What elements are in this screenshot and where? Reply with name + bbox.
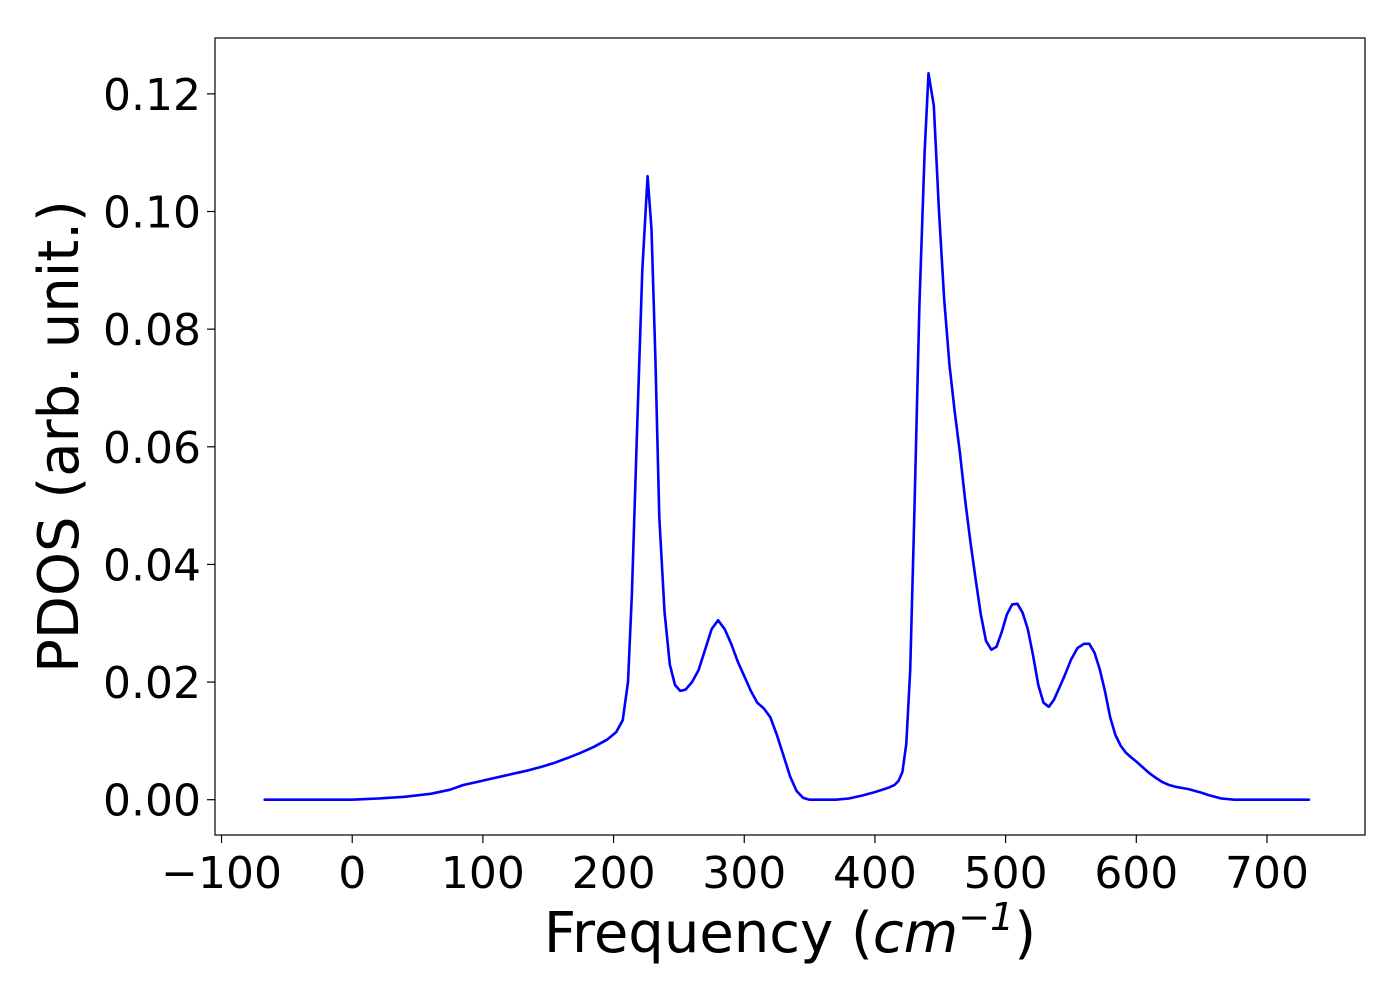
x-axis-label-prefix: Frequency ( <box>544 901 873 966</box>
y-tick-label: 0.06 <box>103 423 201 474</box>
x-axis-label-variable: cm <box>873 901 958 966</box>
y-tick-label: 0.10 <box>103 188 201 239</box>
y-tick-label: 0.02 <box>103 658 201 709</box>
x-tick-label: −100 <box>161 848 282 899</box>
y-tick-label: 0.04 <box>103 540 201 591</box>
x-tick-label: 0 <box>338 848 366 899</box>
x-tick-label: 700 <box>1225 848 1309 899</box>
y-axis-ticks: 0.00 0.02 0.04 0.06 0.08 0.10 0.12 <box>103 70 215 827</box>
x-axis-label: Frequency (cm−1) <box>544 895 1036 966</box>
y-tick-label: 0.08 <box>103 305 201 356</box>
x-axis-ticks: −100 0 100 200 300 400 500 600 700 <box>161 835 1309 899</box>
x-tick-label: 500 <box>964 848 1048 899</box>
x-tick-label: 100 <box>441 848 525 899</box>
y-axis-label: PDOS (arb. unit.) <box>27 200 92 673</box>
series-line-pdos <box>263 72 1311 801</box>
x-tick-label: 600 <box>1094 848 1178 899</box>
y-tick-label: 0.00 <box>103 776 201 827</box>
y-tick-label: 0.12 <box>103 70 201 121</box>
x-axis-label-suffix: ) <box>1014 901 1036 966</box>
plot-area <box>263 72 1311 801</box>
x-tick-label: 300 <box>702 848 786 899</box>
axes-frame <box>214 37 1366 836</box>
x-axis-label-exponent: −1 <box>958 895 1014 939</box>
x-tick-label: 400 <box>833 848 917 899</box>
x-tick-label: 200 <box>572 848 656 899</box>
